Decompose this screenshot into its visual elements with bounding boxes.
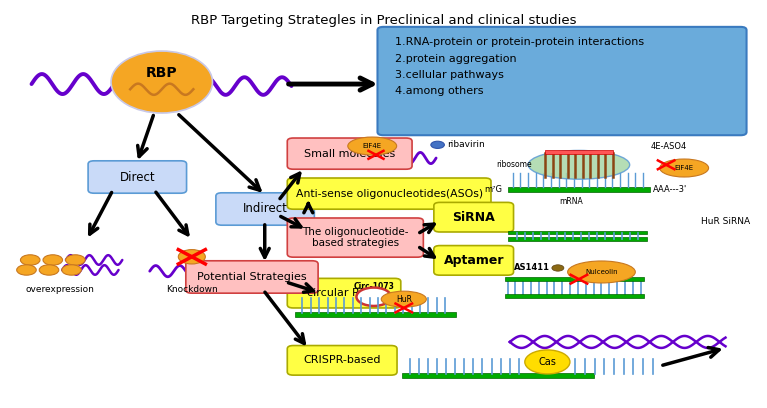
- Text: ribosome: ribosome: [497, 160, 532, 169]
- Circle shape: [525, 350, 570, 374]
- Circle shape: [62, 265, 81, 275]
- Text: SiRNA: SiRNA: [453, 211, 495, 224]
- Text: 1.RNA-protein or protein-protein interactions
2.protein aggregation
3.cellular p: 1.RNA-protein or protein-protein interac…: [395, 37, 644, 96]
- FancyBboxPatch shape: [377, 27, 746, 135]
- Text: RBP: RBP: [146, 66, 178, 80]
- Text: Potential Strategies: Potential Strategies: [197, 272, 307, 282]
- FancyBboxPatch shape: [288, 278, 401, 308]
- Text: Circ-1073: Circ-1073: [354, 282, 395, 291]
- Text: m⁷G: m⁷G: [484, 185, 502, 194]
- Circle shape: [178, 250, 206, 264]
- Circle shape: [357, 288, 391, 306]
- FancyBboxPatch shape: [88, 161, 186, 193]
- Text: CRISPR-based: CRISPR-based: [304, 355, 381, 365]
- Text: circular RNAs: circular RNAs: [307, 288, 381, 298]
- Circle shape: [17, 265, 36, 275]
- Text: Anti-sense oligonucleotides(ASOs): Anti-sense oligonucleotides(ASOs): [295, 188, 482, 199]
- Text: mRNA: mRNA: [560, 197, 583, 206]
- Text: AS1411: AS1411: [515, 264, 551, 273]
- Text: Direct: Direct: [120, 171, 155, 184]
- Bar: [295, 313, 456, 317]
- Text: The oligonucleotide-
based strategies: The oligonucleotide- based strategies: [302, 227, 409, 248]
- Text: Small molecules: Small molecules: [304, 149, 395, 159]
- Ellipse shape: [660, 159, 709, 177]
- Ellipse shape: [347, 137, 397, 155]
- Circle shape: [21, 255, 40, 265]
- Circle shape: [552, 265, 564, 271]
- FancyBboxPatch shape: [186, 261, 318, 293]
- Ellipse shape: [528, 151, 630, 179]
- Bar: [403, 373, 594, 378]
- FancyBboxPatch shape: [434, 246, 514, 275]
- Text: EIF4E: EIF4E: [675, 165, 693, 171]
- FancyBboxPatch shape: [288, 346, 397, 375]
- Text: ribavirin: ribavirin: [447, 140, 486, 149]
- Text: AAA---3': AAA---3': [653, 185, 686, 194]
- FancyBboxPatch shape: [288, 138, 412, 169]
- Text: 4E-ASO4: 4E-ASO4: [651, 142, 687, 151]
- FancyBboxPatch shape: [288, 178, 491, 209]
- Bar: [508, 231, 647, 234]
- FancyBboxPatch shape: [288, 218, 423, 257]
- Ellipse shape: [568, 261, 635, 283]
- Text: overexpression: overexpression: [26, 285, 94, 294]
- Bar: [545, 150, 613, 154]
- Text: Cas: Cas: [538, 357, 556, 367]
- Circle shape: [431, 141, 444, 149]
- Text: Aptamer: Aptamer: [443, 254, 504, 267]
- Bar: [505, 277, 644, 281]
- Text: Knockdown: Knockdown: [166, 285, 218, 294]
- FancyBboxPatch shape: [434, 202, 514, 232]
- Bar: [505, 294, 644, 298]
- Text: HuR SiRNA: HuR SiRNA: [701, 217, 750, 226]
- FancyBboxPatch shape: [216, 193, 314, 225]
- Ellipse shape: [111, 51, 212, 113]
- Ellipse shape: [381, 291, 426, 307]
- Text: RBP Targeting Strategles in Preclinical and clinical studies: RBP Targeting Strategles in Preclinical …: [191, 14, 576, 27]
- Text: HuR: HuR: [396, 295, 412, 304]
- Bar: [508, 237, 647, 241]
- Text: EIF4E: EIF4E: [363, 143, 382, 149]
- Circle shape: [43, 255, 63, 265]
- Circle shape: [39, 265, 59, 275]
- Text: Nulceolin: Nulceolin: [585, 269, 617, 275]
- Text: Indirect: Indirect: [242, 202, 288, 215]
- Circle shape: [65, 255, 85, 265]
- Bar: [508, 187, 650, 192]
